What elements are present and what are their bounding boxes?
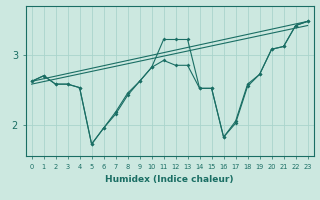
X-axis label: Humidex (Indice chaleur): Humidex (Indice chaleur)	[105, 175, 234, 184]
